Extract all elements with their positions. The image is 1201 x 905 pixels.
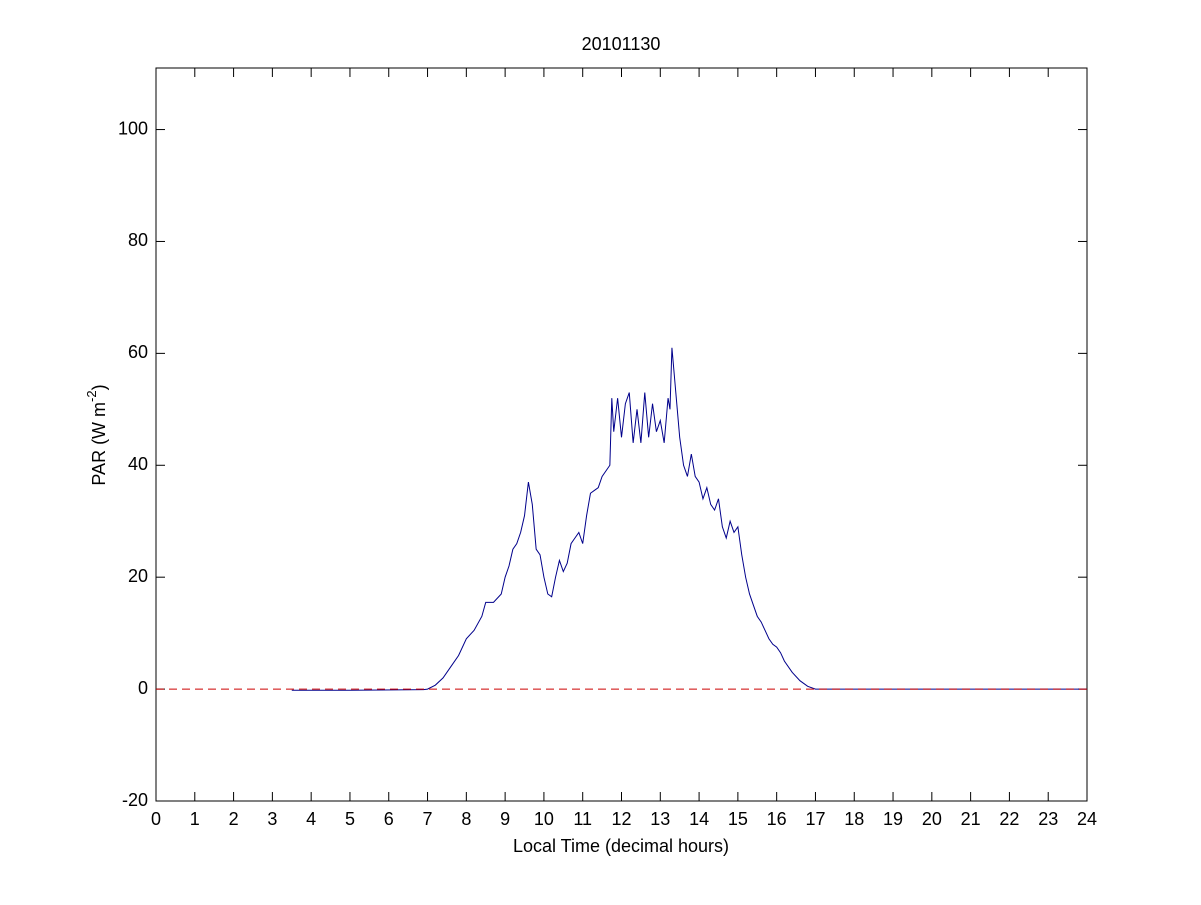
data-line <box>291 347 1087 691</box>
x-tick-label: 16 <box>767 809 787 829</box>
x-tick-label: 12 <box>611 809 631 829</box>
x-tick-label: 18 <box>844 809 864 829</box>
y-tick-label: -20 <box>122 790 148 810</box>
x-tick-label: 6 <box>384 809 394 829</box>
y-tick-label: 100 <box>118 118 148 138</box>
x-tick-label: 14 <box>689 809 709 829</box>
x-tick-label: 19 <box>883 809 903 829</box>
x-tick-label: 11 <box>573 809 592 829</box>
x-tick-label: 8 <box>461 809 471 829</box>
y-label-sup: -2 <box>84 390 99 402</box>
x-tick-label: 3 <box>267 809 277 829</box>
x-tick-label: 23 <box>1038 809 1058 829</box>
x-tick-label: 15 <box>728 809 748 829</box>
x-tick-label: 22 <box>999 809 1019 829</box>
y-tick-label: 40 <box>128 454 148 474</box>
y-axis-label: PAR (W m-2) <box>84 384 108 485</box>
x-tick-label: 4 <box>306 809 316 829</box>
x-tick-label: 5 <box>345 809 355 829</box>
x-tick-label: 21 <box>961 809 981 829</box>
x-tick-label: 2 <box>229 809 239 829</box>
x-tick-label: 13 <box>650 809 670 829</box>
y-tick-label: 60 <box>128 342 148 362</box>
x-axis-label: Local Time (decimal hours) <box>513 836 729 856</box>
x-tick-label: 24 <box>1077 809 1097 829</box>
x-tick-label: 10 <box>534 809 554 829</box>
x-tick-label: 0 <box>151 809 161 829</box>
x-tick-label: 9 <box>500 809 510 829</box>
y-label-end: ) <box>89 384 109 390</box>
y-tick-label: 80 <box>128 230 148 250</box>
x-tick-label: 1 <box>190 809 200 829</box>
y-label-text: PAR (W m <box>89 402 109 486</box>
x-tick-label: 20 <box>922 809 942 829</box>
y-tick-label: 20 <box>128 566 148 586</box>
y-tick-label: 0 <box>138 678 148 698</box>
x-tick-label: 7 <box>423 809 433 829</box>
x-tick-label: 17 <box>805 809 825 829</box>
chart-title: 20101130 <box>582 34 661 54</box>
